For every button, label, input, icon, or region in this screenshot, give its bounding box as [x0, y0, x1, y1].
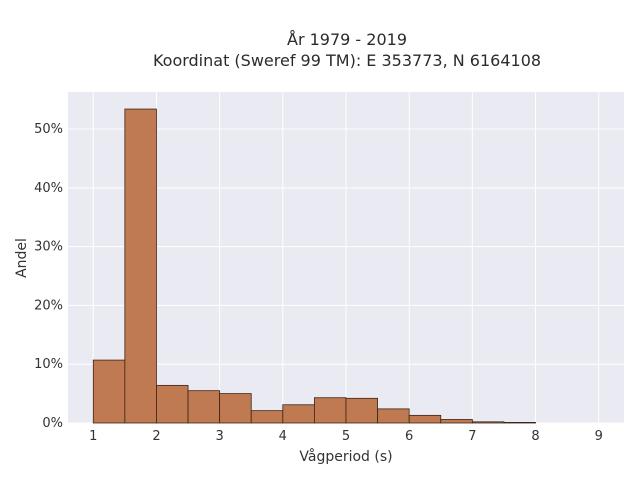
y-tick-label-5: 50% [34, 122, 63, 137]
x-axis-label: Vågperiod (s) [299, 448, 392, 465]
chart-title-line-2: Koordinat (Sweref 99 TM): E 353773, N 61… [153, 51, 541, 70]
histogram-bar-2 [156, 384, 189, 424]
x-tick-label-5: 6 [405, 429, 413, 444]
histogram-bar-7 [314, 397, 347, 424]
y-tick-label-0: 0% [42, 416, 63, 431]
x-tick-label-3: 4 [279, 429, 287, 444]
chart-title-line-1: År 1979 - 2019 [287, 30, 407, 49]
histogram-bar-1 [124, 108, 157, 424]
histogram-bar-8 [345, 397, 378, 424]
y-tick-label-4: 40% [34, 181, 63, 196]
histogram-bar-9 [377, 408, 410, 424]
y-axis-label: Andel [14, 238, 30, 278]
histogram-bar-5 [250, 410, 284, 424]
histogram-bar-13 [503, 422, 536, 424]
y-tick-label-3: 30% [34, 240, 63, 255]
histogram-bar-4 [219, 393, 252, 424]
x-tick-label-7: 8 [531, 429, 539, 444]
x-tick-label-0: 1 [89, 429, 97, 444]
histogram-bar-12 [471, 421, 505, 424]
x-tick-label-6: 7 [468, 429, 476, 444]
histogram-bar-0 [92, 359, 126, 424]
histogram-bar-11 [440, 419, 473, 424]
x-tick-label-2: 3 [215, 429, 223, 444]
x-axis-ticks: 1 2 3 4 5 6 7 8 9 [89, 429, 603, 444]
x-tick-label-4: 5 [342, 429, 350, 444]
histogram-bar-6 [282, 404, 315, 424]
x-tick-label-8: 9 [595, 429, 603, 444]
x-tick-label-1: 2 [152, 429, 160, 444]
y-tick-label-2: 20% [34, 298, 63, 313]
y-axis-ticks: 0% 10% 20% 30% 40% 50% [34, 122, 63, 431]
histogram-bar-3 [187, 390, 221, 424]
y-tick-label-1: 10% [34, 357, 63, 372]
bars [92, 108, 536, 424]
histogram-bar-10 [408, 414, 442, 424]
